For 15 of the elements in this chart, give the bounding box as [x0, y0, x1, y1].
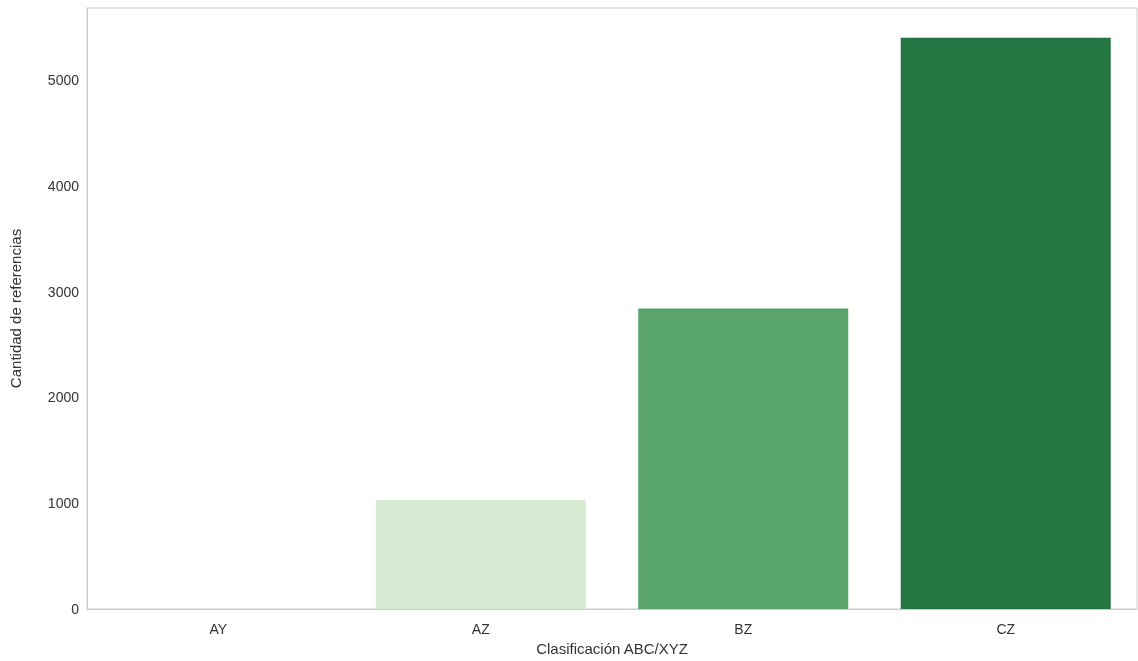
y-tick-label: 0	[71, 601, 80, 617]
x-tick-label: BZ	[734, 621, 753, 637]
bar	[900, 37, 1111, 609]
x-tick-label: AZ	[471, 621, 491, 637]
bar	[375, 500, 586, 609]
y-axis-title: Cantidad de referencias	[7, 228, 24, 389]
y-tick-label: 2000	[47, 389, 80, 406]
y-tick-label: 3000	[47, 283, 80, 300]
y-tick-label: 4000	[47, 177, 80, 194]
bar	[638, 308, 849, 609]
x-tick-label: CZ	[996, 621, 1016, 637]
y-tick-label: 1000	[47, 495, 80, 512]
y-tick-label: 5000	[47, 71, 80, 88]
x-tick-label: AY	[209, 621, 228, 637]
x-axis-title: Clasificación ABC/XYZ	[536, 639, 688, 657]
